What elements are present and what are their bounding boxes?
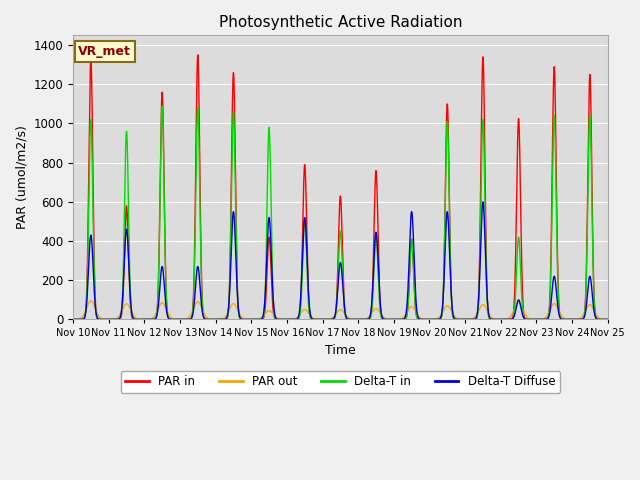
Delta-T Diffuse <box>321 316 328 322</box>
Legend: PAR in, PAR out, Delta-T in, Delta-T Diffuse: PAR in, PAR out, Delta-T in, Delta-T Dif… <box>120 371 560 393</box>
Delta-T Diffuse <box>69 316 77 322</box>
Delta-T in <box>158 103 166 109</box>
Delta-T Diffuse <box>165 316 173 322</box>
PAR in <box>390 316 397 322</box>
PAR out <box>431 316 438 322</box>
Delta-T in <box>604 316 611 322</box>
PAR out <box>460 316 468 322</box>
Delta-T in <box>69 316 77 322</box>
PAR in <box>165 316 173 322</box>
PAR in <box>604 316 612 322</box>
Delta-T Diffuse <box>460 316 468 322</box>
Delta-T Diffuse <box>604 316 611 322</box>
Delta-T in <box>390 316 397 322</box>
Delta-T in <box>165 316 173 322</box>
Delta-T Diffuse <box>491 316 499 322</box>
PAR out <box>321 316 328 322</box>
Delta-T in <box>460 316 468 322</box>
Delta-T in <box>604 316 612 322</box>
Delta-T in <box>491 316 499 322</box>
Text: VR_met: VR_met <box>78 45 131 58</box>
PAR out <box>87 298 95 304</box>
X-axis label: Time: Time <box>325 344 356 357</box>
PAR in <box>69 316 77 322</box>
PAR in <box>604 316 611 322</box>
Line: PAR in: PAR in <box>73 55 608 319</box>
PAR in <box>321 316 328 322</box>
PAR out <box>604 316 611 322</box>
Line: Delta-T Diffuse: Delta-T Diffuse <box>73 202 608 319</box>
PAR in <box>431 316 438 322</box>
Y-axis label: PAR (umol/m2/s): PAR (umol/m2/s) <box>15 125 28 229</box>
Delta-T Diffuse <box>479 199 487 205</box>
Delta-T in <box>431 316 438 322</box>
Delta-T in <box>321 316 328 322</box>
PAR out <box>165 312 173 318</box>
PAR out <box>604 316 612 322</box>
PAR out <box>491 316 499 322</box>
PAR in <box>194 52 202 58</box>
PAR in <box>460 316 468 322</box>
Line: Delta-T in: Delta-T in <box>73 106 608 319</box>
Title: Photosynthetic Active Radiation: Photosynthetic Active Radiation <box>219 15 462 30</box>
Delta-T Diffuse <box>604 316 612 322</box>
PAR out <box>69 316 77 322</box>
Line: PAR out: PAR out <box>73 301 608 319</box>
PAR in <box>491 316 499 322</box>
Delta-T Diffuse <box>431 316 438 322</box>
